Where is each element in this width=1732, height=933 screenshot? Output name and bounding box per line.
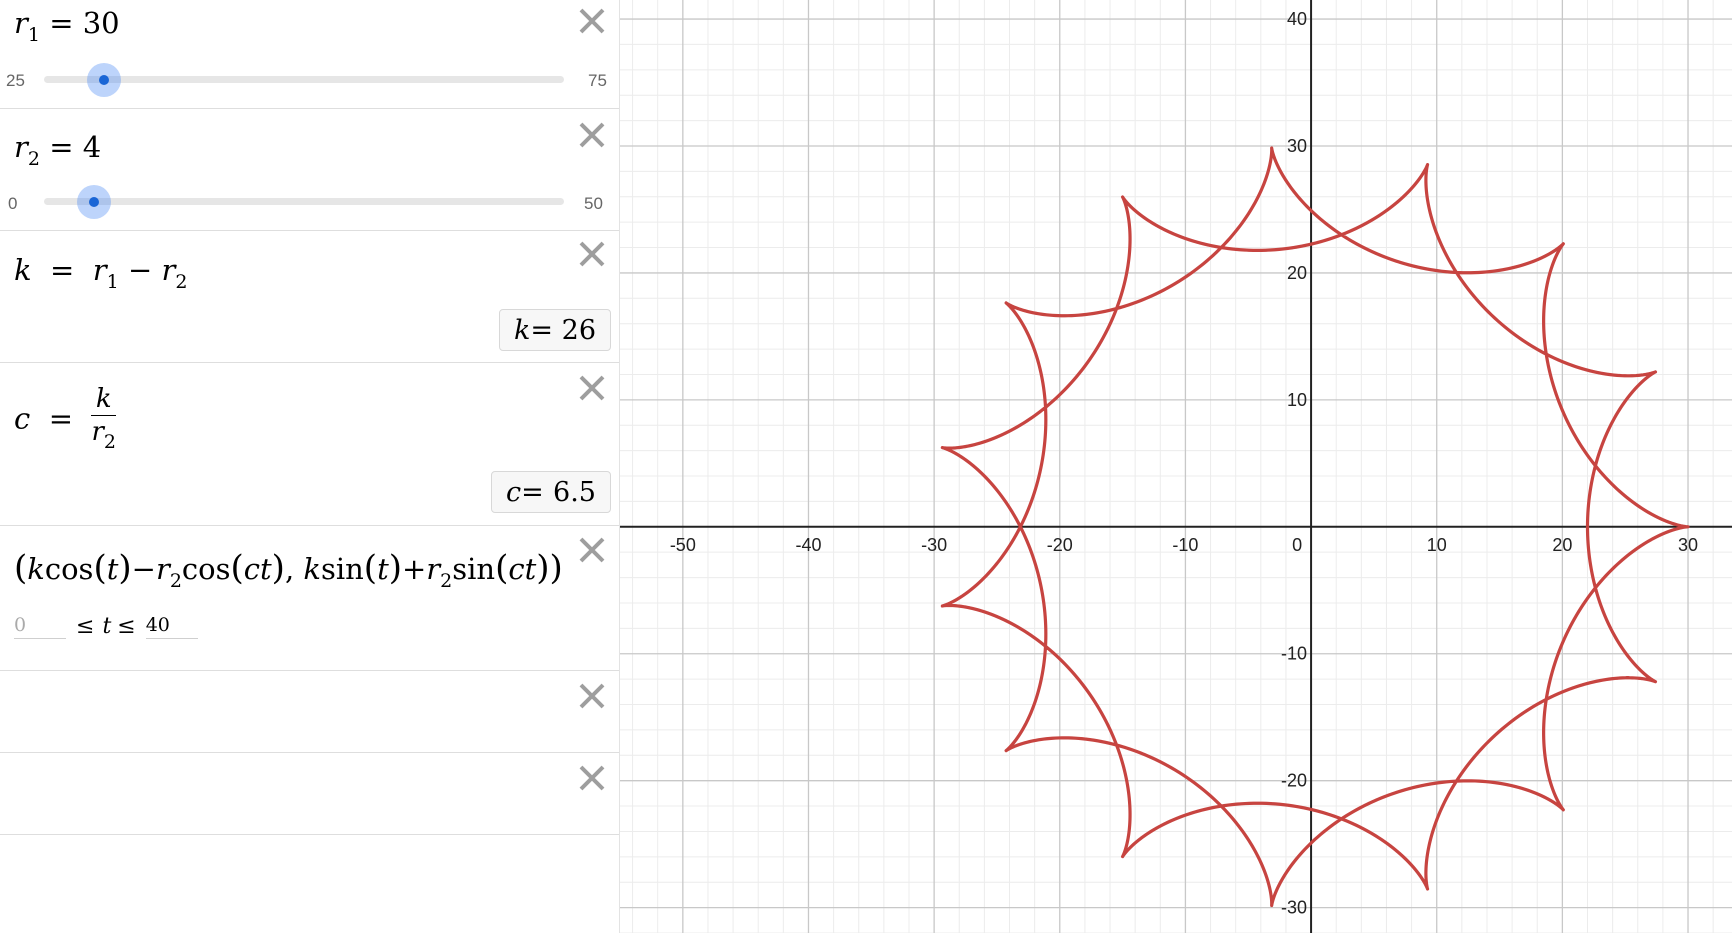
parametric-definition[interactable]: (kcos(t)−r2cos(ct), ksin(t)+r2sin(ct)) [14,548,563,592]
y-tick-label: -30 [1281,898,1307,918]
fraction: k r2 [91,384,116,453]
x-tick-label: -40 [795,535,821,555]
t-min-input[interactable]: 0 [14,614,66,639]
close-icon [579,537,605,563]
delete-expression-button[interactable] [575,533,609,567]
r2-definition[interactable]: r2 = 4 [14,130,102,170]
c-definition[interactable]: c = k r2 [14,383,116,458]
graph-canvas[interactable]: -50 -40 -30 -20 -10 0 10 20 30 40 30 20 10 -10 -20 -30 [620,0,1732,933]
y-tick-label: 20 [1287,263,1307,283]
expression-list: r1 = 30 25 75 r2 = 4 0 50 k = r1 − r [0,0,620,933]
y-tick-label: 10 [1287,390,1307,410]
x-tick-label: 10 [1427,535,1447,555]
r1-slider-track[interactable] [44,76,564,83]
close-icon [579,683,605,709]
delete-expression-button[interactable] [575,118,609,152]
y-tick-label: 40 [1287,9,1307,29]
c-result-badge: c = 6.5 [491,471,611,513]
r2-slider-thumb-dot [88,197,99,207]
close-icon [579,375,605,401]
x-tick-label: 30 [1678,535,1698,555]
expression-r1[interactable]: r1 = 30 25 75 [0,0,619,109]
close-icon [579,765,605,791]
parameter-range: 0 ≤ t ≤ 40 [14,614,198,639]
y-tick-label: -10 [1281,644,1307,664]
t-max-input[interactable]: 40 [145,614,198,639]
close-icon [579,122,605,148]
r1-slider-thumb-dot [99,75,109,85]
slider-min-label[interactable]: 0 [8,194,18,213]
delete-expression-button[interactable] [575,237,609,271]
expression-empty[interactable] [0,671,619,753]
x-tick-label: -10 [1172,535,1198,555]
x-tick-label: 20 [1552,535,1572,555]
expression-k[interactable]: k = r1 − r2 k = 26 [0,231,619,363]
close-icon [579,8,605,34]
slider-max-label[interactable]: 75 [588,71,607,90]
r1-definition[interactable]: r1 = 30 [14,6,120,46]
delete-expression-button[interactable] [575,761,609,795]
parametric-curve [940,146,1690,908]
close-icon [579,241,605,267]
expression-r2[interactable]: r2 = 4 0 50 [0,109,619,231]
x-tick-label: 0 [1292,535,1302,555]
x-tick-label: -20 [1047,535,1073,555]
k-definition[interactable]: k = r1 − r2 [14,253,188,293]
y-tick-label: -20 [1281,771,1307,791]
r2-slider-track[interactable] [44,198,564,205]
slider-max-label[interactable]: 50 [584,194,603,213]
slider-min-label[interactable]: 25 [6,71,25,90]
x-tick-label: -50 [670,535,696,555]
x-tick-label: -30 [921,535,947,555]
delete-expression-button[interactable] [575,371,609,405]
k-result-badge: k = 26 [499,309,611,351]
delete-expression-button[interactable] [575,4,609,38]
y-tick-label: 30 [1287,136,1307,156]
expression-empty[interactable] [0,753,619,835]
expression-c[interactable]: c = k r2 c = 6.5 [0,363,619,526]
expression-parametric-curve[interactable]: (kcos(t)−r2cos(ct), ksin(t)+r2sin(ct)) 0… [0,526,619,671]
delete-expression-button[interactable] [575,679,609,713]
